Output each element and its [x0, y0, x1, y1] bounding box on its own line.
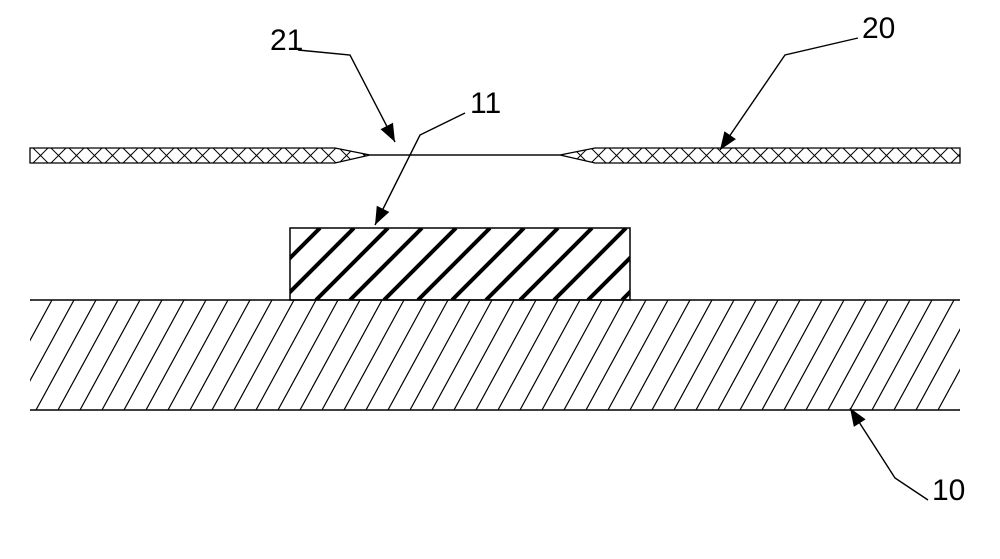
callouts: 21 20 11 10 [270, 12, 965, 507]
callout-11: 11 [375, 87, 501, 225]
callout-label: 21 [270, 24, 303, 57]
substrate-layer [0, 300, 1000, 410]
callout-label: 20 [862, 12, 895, 45]
engineering-diagram: 21 20 11 10 [0, 0, 1000, 559]
callout-10: 10 [850, 408, 965, 507]
callout-21: 21 [270, 24, 395, 142]
callout-label: 10 [932, 474, 965, 507]
callout-label: 11 [470, 87, 501, 120]
raised-block [146, 228, 762, 300]
cover-strip [15, 148, 984, 163]
callout-20: 20 [720, 12, 895, 150]
